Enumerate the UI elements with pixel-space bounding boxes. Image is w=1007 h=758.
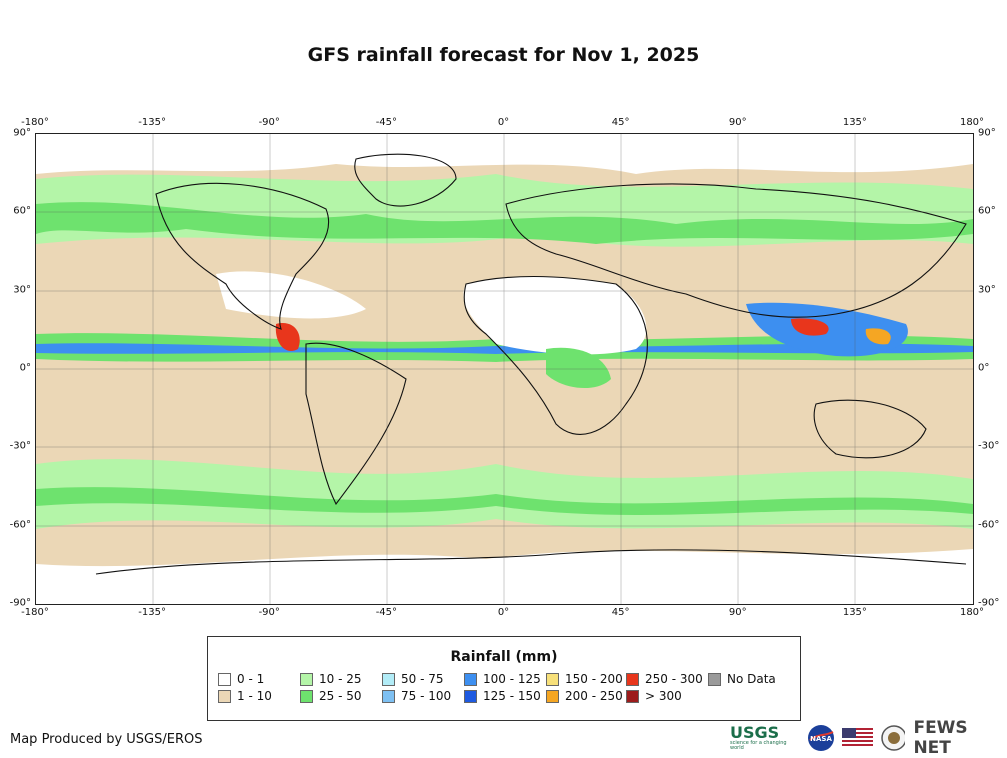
- legend-swatch: [464, 689, 477, 703]
- lon-tick-top: 90°: [728, 117, 747, 128]
- lon-tick-top: -45°: [375, 117, 398, 128]
- legend-label: 150 - 200: [565, 672, 623, 686]
- pacific-dry-zone: [216, 271, 366, 319]
- lat-tick-left: 0°: [19, 362, 31, 374]
- lat-tick-right: -60°: [978, 519, 1000, 531]
- legend-swatch: [464, 672, 477, 686]
- legend-swatch: [626, 689, 639, 703]
- lat-tick-left: 60°: [13, 205, 31, 217]
- lat-tick-left: 90°: [13, 127, 31, 139]
- legend-label: 1 - 10: [237, 689, 272, 703]
- lat-tick-left: -30°: [9, 440, 31, 452]
- lat-tick-right: -30°: [978, 440, 1000, 452]
- legend-item: 1 - 10: [218, 689, 272, 703]
- legend-swatch: [546, 672, 559, 686]
- legend-label: 125 - 150: [483, 689, 541, 703]
- legend: Rainfall (mm) 0 - 1 1 - 10 10 - 25 25 - 50 5…: [207, 636, 801, 721]
- legend-item: 75 - 100: [382, 689, 451, 703]
- legend-item: 10 - 25: [300, 672, 362, 686]
- legend-swatch: [382, 672, 395, 686]
- legend-swatch: [300, 689, 313, 703]
- legend-label: No Data: [727, 672, 776, 686]
- state-dept-seal-icon: [880, 725, 906, 751]
- legend-swatch: [626, 672, 639, 686]
- lon-tick-bottom: 180°: [959, 607, 985, 618]
- legend-label: 250 - 300: [645, 672, 703, 686]
- legend-swatch: [218, 689, 231, 703]
- lon-tick-top: 180°: [959, 117, 985, 128]
- lon-tick-bottom: 90°: [728, 607, 747, 618]
- map-frame: [35, 133, 974, 605]
- legend-label: > 300: [645, 689, 682, 703]
- congo-rain: [546, 347, 611, 389]
- sahara-dry-zone: [463, 276, 647, 355]
- lat-tick-right: 30°: [978, 284, 996, 296]
- legend-swatch: [218, 672, 231, 686]
- legend-swatch: [708, 672, 721, 686]
- legend-title: Rainfall (mm): [450, 649, 558, 665]
- rainfall-map: [36, 134, 973, 604]
- legend-item: 25 - 50: [300, 689, 362, 703]
- lat-tick-left: 30°: [13, 284, 31, 296]
- lon-tick-top: 45°: [611, 117, 630, 128]
- lon-tick-top: 0°: [497, 117, 510, 128]
- usgs-logo-icon: USGS science for a changing world: [730, 725, 799, 751]
- graticule: [36, 134, 973, 604]
- lon-tick-bottom: 45°: [611, 607, 630, 618]
- lon-tick-top: -135°: [138, 117, 166, 128]
- lat-tick-right: 60°: [978, 205, 996, 217]
- legend-label: 0 - 1: [237, 672, 265, 686]
- legend-item: 250 - 300: [626, 672, 703, 686]
- legend-item: 125 - 150: [464, 689, 541, 703]
- logo-strip: USGS science for a changing world NASA F…: [730, 718, 1007, 758]
- lon-tick-top: 135°: [842, 117, 867, 128]
- lat-tick-left: -90°: [9, 597, 31, 609]
- lon-tick-bottom: 0°: [497, 607, 510, 618]
- us-flag-icon: [841, 728, 873, 748]
- lat-tick-left: -60°: [9, 519, 31, 531]
- svg-text:NASA: NASA: [810, 735, 832, 743]
- nasa-logo-icon: NASA: [807, 725, 834, 751]
- lat-tick-right: -90°: [978, 597, 1000, 609]
- legend-label: 50 - 75: [401, 672, 444, 686]
- philippine-sea-rain: [865, 328, 891, 345]
- usgs-logo-text: USGS: [730, 723, 780, 742]
- legend-item: 100 - 125: [464, 672, 541, 686]
- lon-tick-top: -90°: [258, 117, 280, 128]
- legend-label: 100 - 125: [483, 672, 541, 686]
- lat-tick-right: 0°: [978, 362, 990, 374]
- legend-swatch: [546, 689, 559, 703]
- lon-tick-bottom: 135°: [842, 607, 867, 618]
- fews-net-logo: FEWS NET: [913, 718, 968, 758]
- map-title: GFS rainfall forecast for Nov 1, 2025: [307, 44, 700, 66]
- legend-swatch: [382, 689, 395, 703]
- central-america-rain: [275, 323, 300, 352]
- usgs-tagline: science for a changing world: [730, 740, 787, 751]
- legend-label: 200 - 250: [565, 689, 623, 703]
- legend-swatch: [300, 672, 313, 686]
- lon-tick-bottom: -45°: [375, 607, 398, 618]
- legend-item: > 300: [626, 689, 682, 703]
- credit-text: Map Produced by USGS/EROS: [10, 732, 203, 747]
- coastlines: [95, 153, 967, 575]
- lat-tick-right: 90°: [978, 127, 996, 139]
- lon-tick-bottom: -90°: [258, 607, 280, 618]
- lon-tick-top: -180°: [21, 117, 49, 128]
- legend-item: 200 - 250: [546, 689, 623, 703]
- legend-label: 25 - 50: [319, 689, 362, 703]
- legend-label: 10 - 25: [319, 672, 362, 686]
- lon-tick-bottom: -180°: [21, 607, 49, 618]
- legend-item: No Data: [708, 672, 776, 686]
- legend-item: 150 - 200: [546, 672, 623, 686]
- legend-item: 0 - 1: [218, 672, 264, 686]
- se-asia-extreme-rain: [791, 318, 829, 336]
- legend-label: 75 - 100: [401, 689, 452, 703]
- legend-item: 50 - 75: [382, 672, 444, 686]
- lon-tick-bottom: -135°: [138, 607, 166, 618]
